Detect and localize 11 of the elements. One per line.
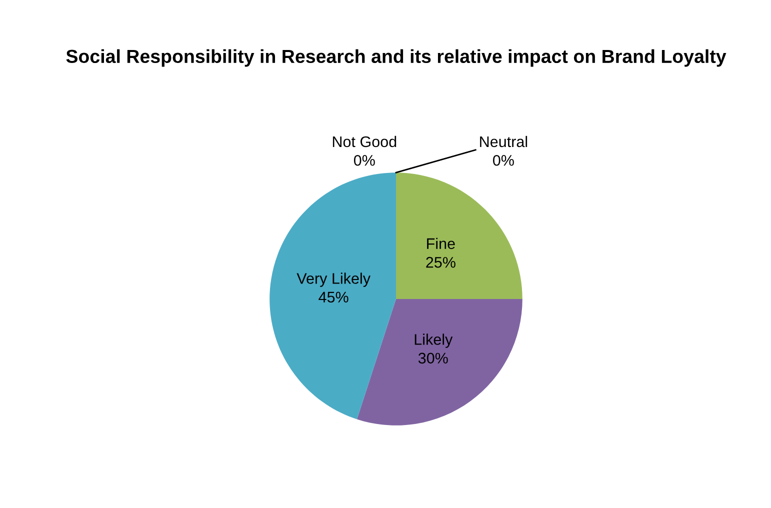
category-label: Neutral <box>480 136 528 148</box>
slice-label: Very Likely <box>296 272 370 287</box>
chart-title: Social Responsibility in Research and its relative impact on Brand Loyalty <box>66 49 726 67</box>
category-label: Not Good <box>332 136 396 148</box>
text: 0% <box>354 154 375 166</box>
slice-label: Likely <box>414 334 453 348</box>
data-label: 25% <box>426 256 456 268</box>
text: 0% <box>492 154 514 166</box>
data-label: 30% <box>418 352 448 364</box>
slice-label: Fine <box>427 238 455 250</box>
data-label: 45% <box>318 292 348 303</box>
